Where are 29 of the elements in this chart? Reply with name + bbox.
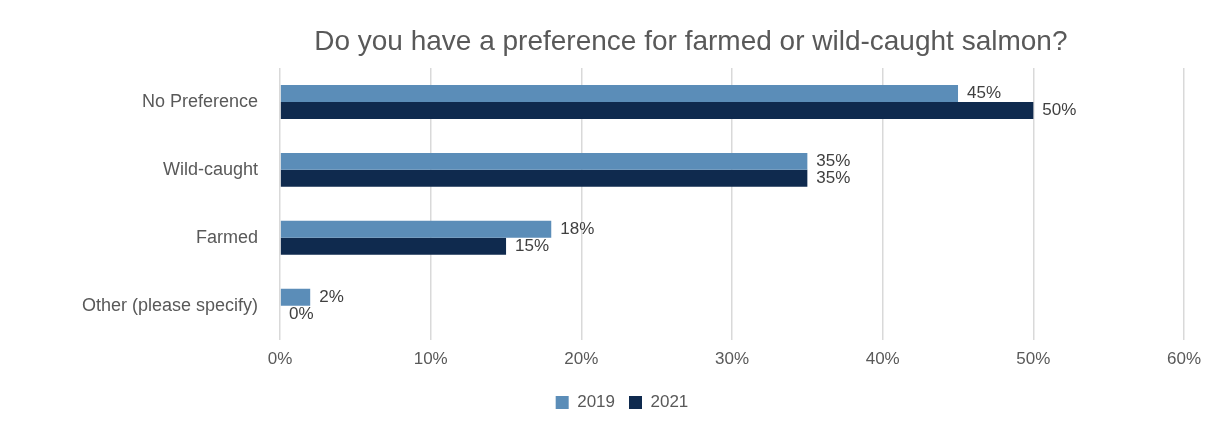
bar <box>280 84 959 102</box>
data-label: 18% <box>560 218 595 238</box>
chart-title: Do you have a preference for farmed or wild-caught salmon? <box>314 24 1068 56</box>
y-tick-label: Other (please specify) <box>81 294 259 315</box>
legend-label: 2019 <box>577 392 616 412</box>
legend-label: 2021 <box>650 392 689 412</box>
data-label: 15% <box>515 235 550 255</box>
data-label: 45% <box>967 83 1002 103</box>
data-label: 0% <box>289 303 314 323</box>
x-tick-label: 50% <box>1016 349 1051 369</box>
y-tick-label: Wild-caught <box>163 158 259 179</box>
x-tick-label: 60% <box>1166 349 1202 369</box>
data-label: 35% <box>816 168 851 188</box>
bar <box>280 152 808 170</box>
bar <box>280 220 552 238</box>
x-tick-label: 40% <box>865 349 900 369</box>
data-label: 50% <box>1042 100 1077 120</box>
bar <box>280 288 311 306</box>
y-tick-label: Farmed <box>196 226 259 247</box>
x-tick-label: 20% <box>564 349 599 369</box>
data-label: 2% <box>319 286 344 306</box>
bar <box>280 169 808 187</box>
y-tick-label: No Preference <box>142 90 259 111</box>
x-tick-label: 0% <box>267 349 293 369</box>
bar <box>280 237 507 255</box>
data-label: 35% <box>816 151 851 171</box>
x-tick-label: 30% <box>715 349 750 369</box>
x-tick-label: 10% <box>413 349 448 369</box>
bar <box>280 101 1034 119</box>
